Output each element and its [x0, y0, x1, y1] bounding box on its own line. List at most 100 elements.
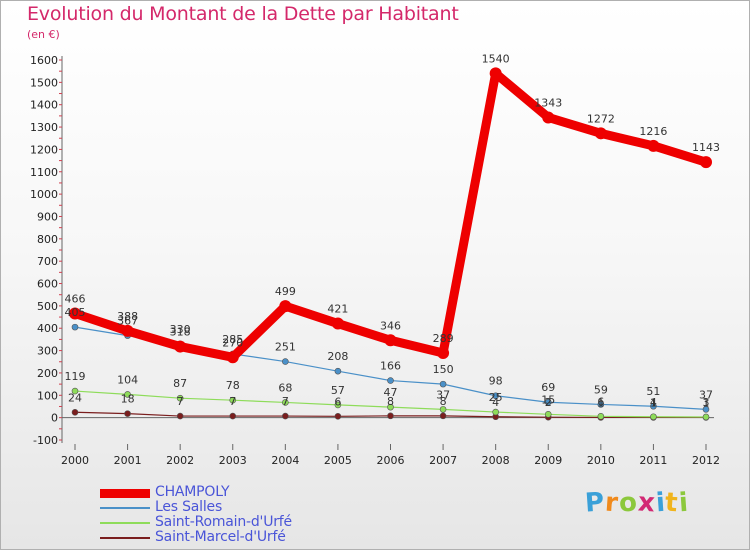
chart-subtitle: (en €): [27, 28, 60, 41]
data-label: 251: [275, 341, 296, 354]
data-label: 346: [380, 319, 401, 332]
data-label: 1272: [587, 112, 615, 125]
data-label: 421: [327, 303, 348, 316]
data-point: [439, 412, 447, 420]
x-tick-label: 2011: [639, 454, 667, 467]
y-tick-label: 1200: [30, 143, 58, 156]
data-label: 104: [117, 373, 138, 386]
data-label: 1343: [534, 96, 562, 109]
data-label: 24: [68, 391, 82, 404]
data-point: [282, 412, 289, 420]
x-tick-label: 2003: [219, 454, 247, 467]
x-tick-label: 2000: [61, 454, 89, 467]
data-label: 78: [226, 379, 240, 392]
data-point: [282, 399, 289, 406]
data-label: 98: [489, 375, 503, 388]
x-tick-label: 2008: [482, 454, 510, 467]
data-point: [226, 351, 239, 364]
data-label: 18: [121, 393, 135, 406]
data-point: [387, 403, 394, 411]
data-point: [597, 413, 605, 420]
data-point: [174, 340, 187, 353]
data-point: [702, 406, 710, 413]
data-label: 208: [327, 350, 348, 363]
y-tick-label: 1000: [30, 188, 58, 201]
data-point: [650, 413, 657, 421]
data-label: 7: [282, 395, 289, 408]
data-label: 2: [545, 396, 552, 409]
data-point: [544, 398, 552, 406]
data-label: 8: [440, 395, 447, 408]
data-point: [647, 139, 660, 152]
y-tick-label: 1300: [30, 121, 58, 134]
data-point: [384, 334, 397, 347]
legend-label: Saint-Marcel-d'Urfé: [155, 529, 286, 545]
data-label: 3: [703, 396, 710, 409]
data-point: [331, 317, 344, 330]
data-label: 37: [699, 388, 713, 401]
y-tick-label: 800: [37, 233, 58, 246]
data-point: [594, 127, 607, 140]
data-point: [229, 412, 237, 420]
data-label: 1143: [692, 141, 720, 154]
data-label: 1: [703, 396, 710, 409]
data-point: [700, 156, 712, 169]
data-label: 47: [384, 386, 398, 399]
y-tick-label: 1500: [30, 76, 58, 89]
data-point: [387, 377, 394, 384]
legend-swatch: [100, 522, 150, 524]
data-label: 499: [275, 285, 296, 298]
data-label: 150: [433, 363, 454, 376]
x-tick-label: 2001: [114, 454, 142, 467]
data-label: 8: [387, 395, 394, 408]
x-tick-label: 2010: [587, 454, 615, 467]
data-point: [334, 401, 342, 409]
data-point: [176, 412, 184, 420]
data-label: 466: [65, 292, 86, 305]
data-label: 6: [334, 395, 341, 408]
data-point: [489, 67, 502, 80]
line-chart: -100 0 100 200 300 400 500 600 700 800 900 1000 1100…: [30, 52, 720, 467]
data-point: [69, 307, 81, 320]
legend-swatch: [100, 507, 150, 509]
data-label: 1: [650, 396, 657, 409]
y-tick-label: 1600: [30, 54, 58, 67]
data-point: [71, 323, 79, 331]
data-point: [439, 380, 447, 388]
data-point: [597, 401, 605, 408]
y-tick-label: 200: [37, 367, 58, 380]
data-label: 4: [492, 396, 499, 409]
data-label: 367: [117, 315, 138, 328]
data-point: [492, 392, 499, 400]
data-point: [439, 406, 447, 413]
data-label: 388: [117, 310, 138, 323]
y-tick-label: 1100: [30, 166, 58, 179]
data-label: 6: [597, 395, 604, 408]
data-label: 1216: [639, 125, 667, 138]
data-point: [176, 394, 184, 402]
data-point: [544, 410, 552, 418]
data-label: 57: [331, 384, 345, 397]
data-label: 59: [594, 383, 608, 396]
data-label: 285: [222, 333, 243, 346]
legend-swatch: [100, 488, 150, 498]
chart-title: Evolution du Montant de la Dette par Hab…: [27, 3, 459, 25]
data-label: 69: [541, 381, 555, 394]
data-label: 1540: [482, 52, 510, 65]
data-point: [437, 347, 450, 360]
x-tick-label: 2004: [271, 454, 299, 467]
data-point: [279, 300, 292, 313]
data-point: [650, 402, 657, 410]
data-label: 7: [229, 395, 236, 408]
proxiti-logo: Proxiti: [583, 487, 690, 519]
data-label: 87: [173, 377, 187, 390]
legend-label: Les Salles: [155, 499, 223, 515]
y-tick-label: 700: [37, 255, 58, 268]
data-point: [124, 391, 131, 398]
data-label: 7: [177, 395, 184, 408]
data-point: [282, 358, 289, 365]
data-label: 68: [278, 381, 292, 394]
data-point: [121, 324, 134, 337]
legend-label: CHAMPOLY: [155, 484, 230, 500]
x-tick-label: 2002: [166, 454, 194, 467]
